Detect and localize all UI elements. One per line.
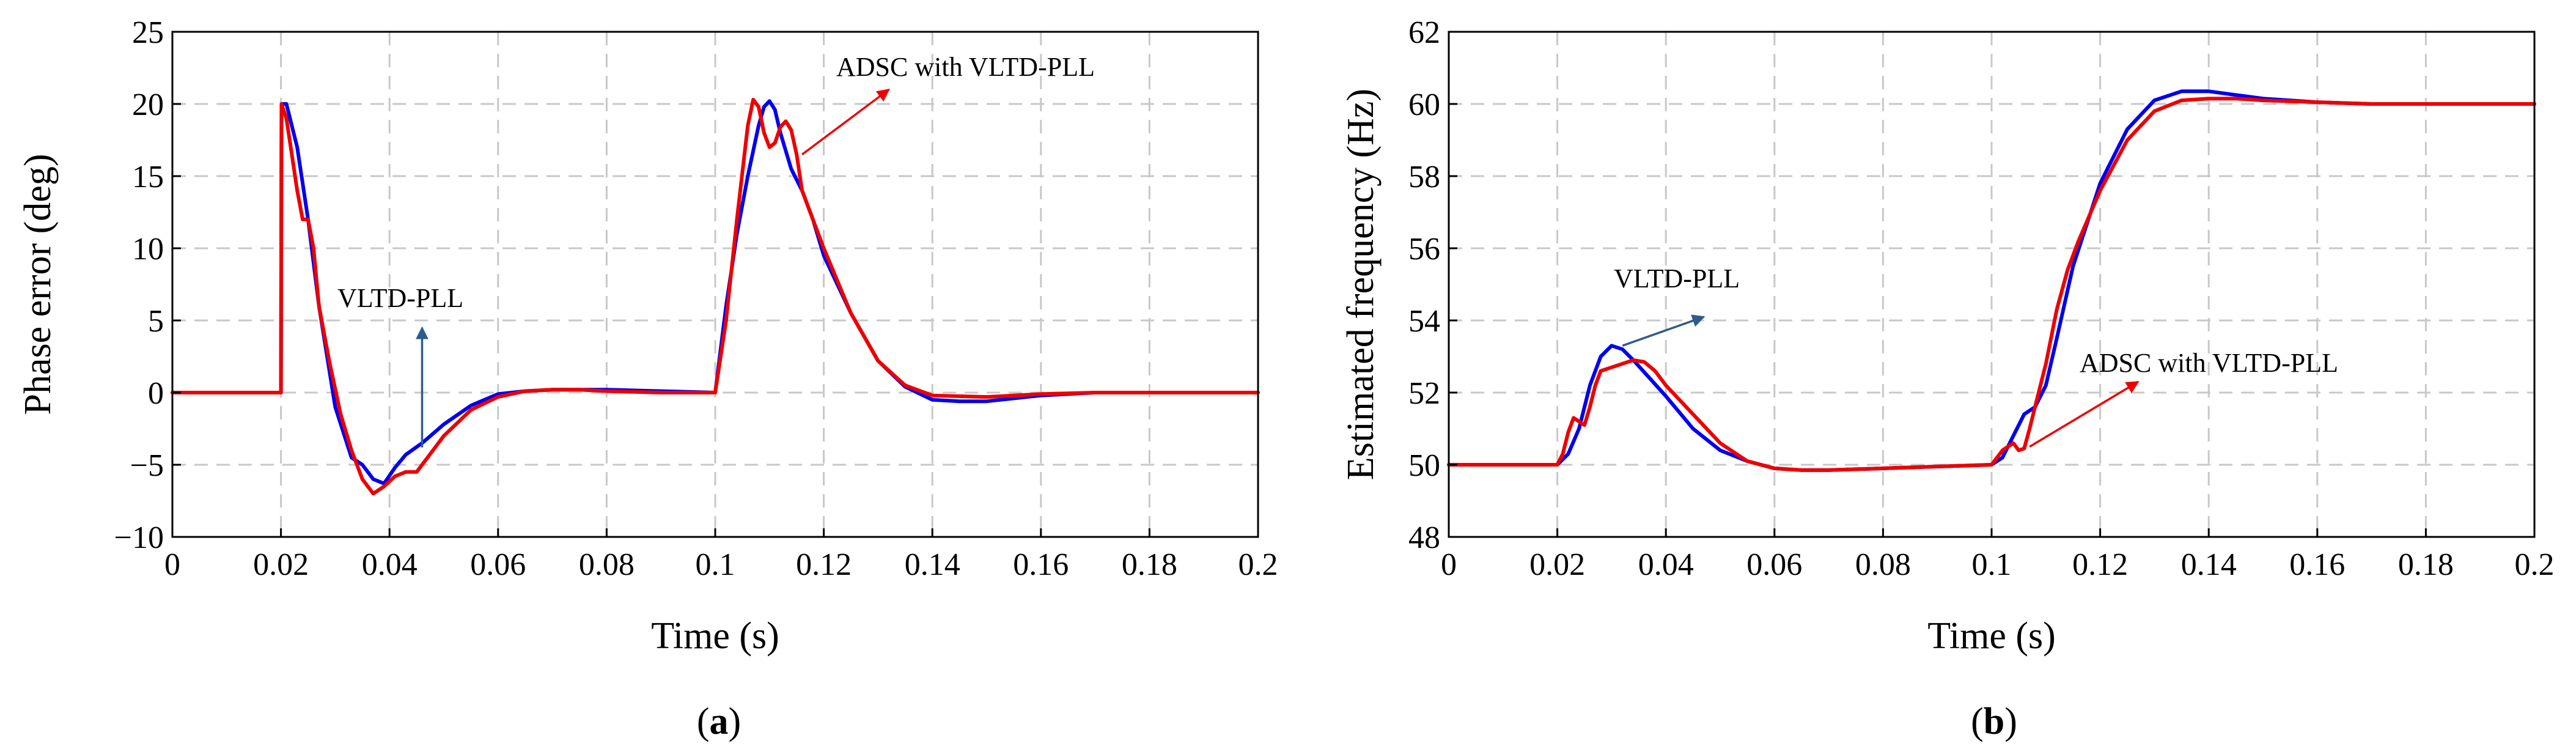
x-tick-label: 0.08 [1855, 547, 1911, 582]
y-axis-label: Phase error (deg) [17, 154, 59, 415]
x-tick-label: 0.06 [470, 547, 526, 582]
x-tick-label: 0.08 [579, 547, 635, 582]
y-axis-label: Estimated frequency (Hz) [1340, 89, 1382, 480]
y-tick-label: 10 [132, 232, 164, 267]
y-tick-label: 54 [1408, 304, 1440, 339]
x-axis-label: Time (s) [1927, 615, 2056, 657]
series-group [171, 97, 1260, 496]
panel-label-letter: a [710, 701, 729, 742]
x-tick-label: 0.02 [253, 547, 309, 582]
annotations: VLTD-PLL ADSC with VLTD-PLL [1614, 264, 2338, 448]
panel-label: (a) [697, 701, 741, 742]
annotation-label: VLTD-PLL [337, 283, 463, 313]
x-tick-label: 0 [164, 547, 180, 582]
x-tick-label: 0.18 [1122, 547, 1177, 582]
x-tick-label: 0.04 [1638, 547, 1694, 582]
series-line-vltd-pll [171, 99, 1260, 486]
y-tick-label: −5 [130, 448, 164, 483]
x-tick-label: 0.02 [1529, 547, 1585, 582]
x-tick-label: 0.12 [2072, 547, 2128, 582]
x-tick-label: 0.14 [2181, 547, 2237, 582]
x-tick-label: 0.2 [2515, 547, 2555, 582]
axis-ticks: 0 0.02 0.04 0.06 0.08 0.1 0.12 0.14 0.16 0.18 0.2 −… [114, 15, 1278, 582]
x-tick-label: 0.12 [796, 547, 852, 582]
y-tick-label: 58 [1408, 160, 1440, 194]
x-tick-label: 0.04 [362, 547, 418, 582]
y-tick-label: 52 [1408, 376, 1440, 411]
y-tick-label: 48 [1408, 520, 1440, 555]
y-tick-label: 56 [1408, 232, 1440, 267]
y-tick-label: 50 [1408, 448, 1440, 483]
series-group [1447, 89, 2536, 472]
x-tick-label: 0.2 [1238, 547, 1278, 582]
y-tick-label: 60 [1408, 87, 1440, 122]
estimated-frequency-chart: 0 0.02 0.04 0.06 0.08 0.1 0.12 0.14 0.16 0.18 0.2 4… [1340, 15, 2554, 742]
y-tick-label: 20 [132, 87, 164, 122]
x-tick-label: 0.16 [2289, 547, 2345, 582]
x-tick-label: 0.14 [905, 547, 960, 582]
panel-label: (b) [1971, 701, 2017, 742]
annotation-arrow [801, 88, 890, 156]
phase-error-chart: 0 0.02 0.04 0.06 0.08 0.1 0.12 0.14 0.16 0.18 0.2 −… [17, 15, 1278, 742]
x-axis-label: Time (s) [651, 615, 779, 657]
y-tick-label: 25 [132, 15, 164, 50]
grid [172, 32, 1258, 537]
x-tick-label: 0.1 [696, 547, 735, 582]
y-tick-label: 5 [148, 304, 164, 339]
annotation-label: ADSC with VLTD-PLL [2080, 348, 2338, 378]
y-tick-label: −10 [114, 520, 164, 555]
annotation-arrow [1622, 314, 1706, 347]
x-tick-label: 0.06 [1746, 547, 1802, 582]
annotations: VLTD-PLL ADSC with VLTD-PLL [337, 52, 1095, 448]
y-tick-label: 62 [1408, 15, 1440, 50]
axis-ticks: 0 0.02 0.04 0.06 0.08 0.1 0.12 0.14 0.16 0.18 0.2 4… [1408, 15, 2555, 582]
annotation-label: ADSC with VLTD-PLL [836, 52, 1095, 82]
y-tick-label: 0 [148, 376, 164, 411]
x-tick-label: 0.18 [2398, 547, 2454, 582]
annotation-label: VLTD-PLL [1614, 264, 1740, 294]
y-tick-label: 15 [132, 160, 164, 194]
x-tick-label: 0.1 [1972, 547, 2012, 582]
series-line-adsc-with-vltd-pll [171, 97, 1260, 496]
series-line-adsc-with-vltd-pll [1447, 97, 2536, 472]
x-tick-label: 0.16 [1013, 547, 1069, 582]
x-tick-label: 0 [1441, 547, 1457, 582]
annotation-arrow [2029, 380, 2140, 448]
panel-label-letter: b [1984, 701, 2004, 742]
grid [1449, 32, 2534, 537]
